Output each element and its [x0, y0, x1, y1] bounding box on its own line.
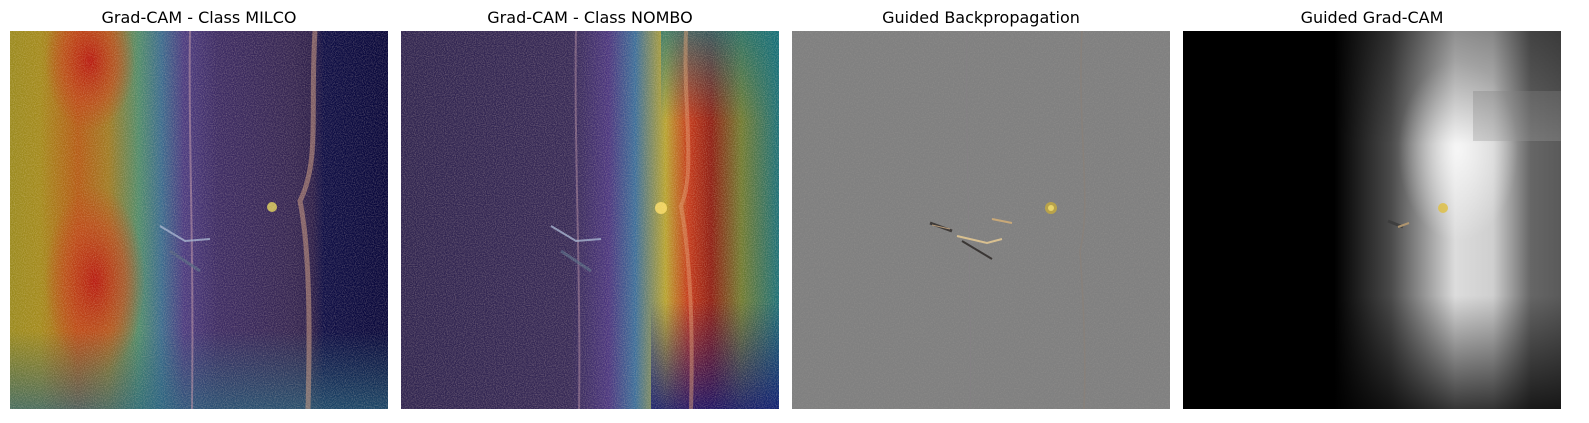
gradcam-nombo-image: [401, 31, 779, 409]
guided-backprop-image: [792, 31, 1170, 409]
guided-gradcam-image: [1183, 31, 1561, 409]
panel-guided-gradcam: Guided Grad-CAM: [1183, 0, 1561, 423]
panel-title: Grad-CAM - Class MILCO: [101, 8, 297, 27]
panel-gradcam-milco: Grad-CAM - Class MILCO: [10, 0, 388, 423]
panel-gradcam-nombo: Grad-CAM - Class NOMBO: [401, 0, 779, 423]
panel-title: Guided Grad-CAM: [1300, 8, 1444, 27]
panel-title: Grad-CAM - Class NOMBO: [487, 8, 693, 27]
gradcam-milco-image: [10, 31, 388, 409]
panel-guided-backprop: Guided Backpropagation: [792, 0, 1170, 423]
panel-title: Guided Backpropagation: [882, 8, 1080, 27]
